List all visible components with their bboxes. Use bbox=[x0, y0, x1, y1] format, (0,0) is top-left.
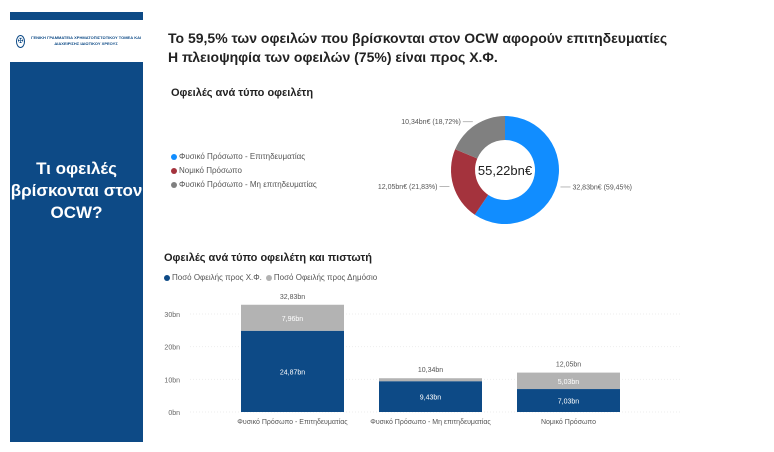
legend-label: Φυσικό Πρόσωπο - Επιτηδευματίας bbox=[179, 152, 306, 161]
legend-item: Φυσικό Πρόσωπο - Επιτηδευματίας bbox=[171, 152, 305, 161]
donut-chart: 32,83bn€ (59,45%) 12,05bn€ (21,83%) 10,34b… bbox=[378, 116, 632, 224]
sidebar-title: Τι οφειλές βρίσκονται στον OCW? bbox=[10, 159, 143, 222]
donut-center-label: 55,22bn€ bbox=[478, 163, 533, 178]
bar-segment bbox=[517, 389, 620, 412]
bar-total-label: 32,83bn bbox=[280, 294, 305, 301]
x-tick-label: Νομικό Πρόσωπο bbox=[541, 418, 596, 426]
bar-chart: 0bn 10bn 20bn 30bn 24,87bn 7,96bn 32,83bn Φυσικ… bbox=[164, 294, 680, 426]
donut-title: Οφειλές ανά τύπο οφειλέτη bbox=[171, 87, 314, 99]
donut-slice bbox=[455, 116, 505, 159]
y-tick-label: 10bn bbox=[164, 377, 180, 384]
legend-dot bbox=[171, 167, 177, 174]
donut-slice bbox=[451, 149, 489, 215]
bar-value-label: 7,96bn bbox=[282, 316, 304, 323]
legend-item: Φυσικό Πρόσωπο - Μη επιτηδευματίας bbox=[171, 180, 317, 189]
bar-legend: Ποσό Οφειλής προς Χ.Φ. Ποσό Οφειλής προς… bbox=[164, 273, 377, 282]
legend-dot bbox=[164, 274, 170, 281]
y-tick-label: 30bn bbox=[164, 312, 180, 319]
donut-slice bbox=[474, 116, 559, 224]
bar-total-label: 12,05bn bbox=[556, 362, 581, 369]
legend-dot bbox=[265, 274, 272, 281]
legend-dot bbox=[171, 153, 177, 160]
x-tick-label: Φυσικό Πρόσωπο - Επιτηδευματίας bbox=[237, 418, 348, 426]
slice-label: 12,05bn€ (21,83%) bbox=[378, 184, 438, 191]
bar-value-label: 24,87bn bbox=[280, 369, 305, 376]
sidebar bbox=[10, 12, 143, 442]
y-tick-label: 20bn bbox=[164, 345, 180, 352]
y-tick-label: 0bn bbox=[168, 410, 180, 417]
bar-segment bbox=[241, 330, 344, 412]
legend-dot bbox=[171, 181, 177, 188]
bar-segment bbox=[517, 372, 620, 390]
bar-segment bbox=[379, 381, 482, 412]
bar-title: Οφειλές ανά τύπο οφειλέτη και πιστωτή bbox=[164, 252, 372, 264]
legend-label: Φυσικό Πρόσωπο - Μη επιτηδευματίας bbox=[179, 180, 317, 189]
bar-value-label: 7,03bn bbox=[558, 399, 580, 406]
slice-label: 32,83bn€ (59,45%) bbox=[572, 184, 632, 191]
x-tick-label: Φυσικό Πρόσωπο - Μη επιτηδευματίας bbox=[370, 418, 491, 426]
bar-value-label: 9,43bn bbox=[420, 395, 442, 402]
logo-text: ΓΕΝΙΚΗ ΓΡΑΜΜΑΤΕΙΑ ΧΡΗΜΑΤΟΠΙΣΤΩΤΙΚΟΥ ΤΟΜΕ… bbox=[31, 35, 142, 46]
bar-segment bbox=[379, 378, 482, 382]
headline-1: Το 59,5% των οφειλών που βρίσκονται στον… bbox=[168, 30, 668, 46]
headline-2: Η πλειοψηφία των οφειλών (75%) είναι προ… bbox=[168, 49, 498, 65]
legend-label: Νομικό Πρόσωπο bbox=[179, 166, 242, 175]
bar-segment bbox=[241, 304, 344, 331]
legend-label: Ποσό Οφειλής προς Χ.Φ. bbox=[172, 273, 262, 282]
bar-total-label: 10,34bn bbox=[418, 367, 443, 374]
logo: ✠ ΓΕΝΙΚΗ ΓΡΑΜΜΑΤΕΙΑ ΧΡΗΜΑΤΟΠΙΣΤΩΤΙΚΟΥ ΤΟΜ… bbox=[10, 20, 143, 62]
legend-item: Νομικό Πρόσωπο bbox=[171, 166, 242, 175]
emblem-icon: ✠ bbox=[16, 34, 26, 48]
legend-label: Ποσό Οφειλής προς Δημόσιο bbox=[273, 273, 378, 282]
bar-value-label: 5,03bn bbox=[558, 379, 580, 386]
slice-label: 10,34bn€ (18,72%) bbox=[401, 119, 461, 126]
